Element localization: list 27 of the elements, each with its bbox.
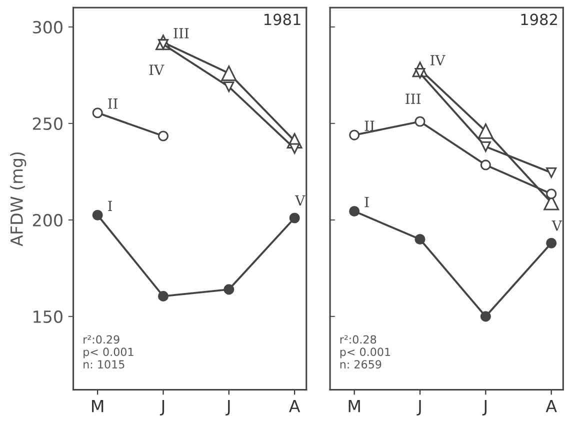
annotation: V — [552, 220, 562, 231]
x-tick-label: M — [348, 400, 360, 412]
annotation: II — [364, 120, 374, 131]
x-tick-label: J — [416, 400, 421, 416]
annotation: III — [174, 28, 189, 38]
annotation: r²:0.29 p< 0.001 n: 1015 — [84, 335, 134, 369]
y-axis-title: AFDW (mg) — [10, 152, 26, 246]
x-tick-label: J — [160, 400, 164, 416]
annotation: r²:0.28 p< 0.001 n: 2659 — [340, 335, 390, 369]
annotation: I — [108, 200, 112, 211]
x-tick-label: M — [92, 400, 104, 412]
annotation: IV — [149, 64, 164, 75]
y-tick-label: 300 — [33, 20, 62, 34]
x-tick-label: J — [226, 400, 230, 416]
annotation: III — [406, 94, 421, 104]
chart-title: 1981 — [264, 14, 300, 26]
x-tick-label: A — [288, 400, 300, 412]
y-tick-label: 150 — [34, 310, 62, 324]
annotation: II — [108, 98, 118, 109]
x-tick-label: J — [482, 400, 486, 416]
annotation: I — [364, 196, 369, 208]
x-tick-label: A — [546, 400, 557, 412]
annotation: V — [294, 195, 306, 206]
y-tick-label: 200 — [32, 214, 62, 227]
annotation: IV — [430, 55, 446, 66]
chart-title: 1982 — [521, 14, 557, 26]
y-tick-label: 250 — [32, 117, 62, 130]
